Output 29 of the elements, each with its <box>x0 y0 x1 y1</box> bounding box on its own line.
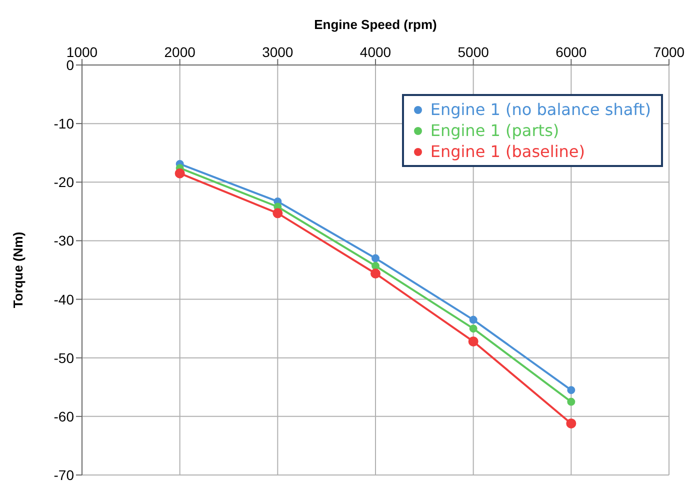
y-tick-label: -60 <box>54 408 74 424</box>
point <box>272 208 283 218</box>
y-tick-label: -30 <box>54 232 74 249</box>
point <box>372 254 380 262</box>
point <box>469 316 478 324</box>
point <box>566 418 576 428</box>
legend-label: Engine 1 (baseline) <box>429 141 586 162</box>
x-tick-label: 6000 <box>556 44 587 60</box>
legend-label: Engine 1 (no balance shaft) <box>429 99 651 120</box>
y-tick-label: -20 <box>54 174 74 190</box>
x-axis-title: Engine Speed (rpm) <box>314 17 437 32</box>
point <box>567 386 576 394</box>
point <box>370 268 380 279</box>
y-tick-label: -40 <box>54 291 74 308</box>
x-tick-label: 7000 <box>653 44 685 60</box>
x-tick-label: 2000 <box>164 44 196 60</box>
y-tick-label: -50 <box>54 350 74 366</box>
point <box>567 398 576 406</box>
point <box>174 168 185 178</box>
y-tick-label: -70 <box>54 466 74 481</box>
y-axis-title: Torque (Nm) <box>10 232 26 308</box>
x-tick-label: 5000 <box>458 44 490 60</box>
legend-label: Engine 1 (parts) <box>429 120 560 141</box>
point <box>372 262 380 270</box>
x-tick-label: 4000 <box>360 44 392 60</box>
point <box>468 336 478 346</box>
x-tick-label: 3000 <box>262 44 294 60</box>
point <box>469 324 478 333</box>
y-tick-label: -10 <box>54 116 74 132</box>
